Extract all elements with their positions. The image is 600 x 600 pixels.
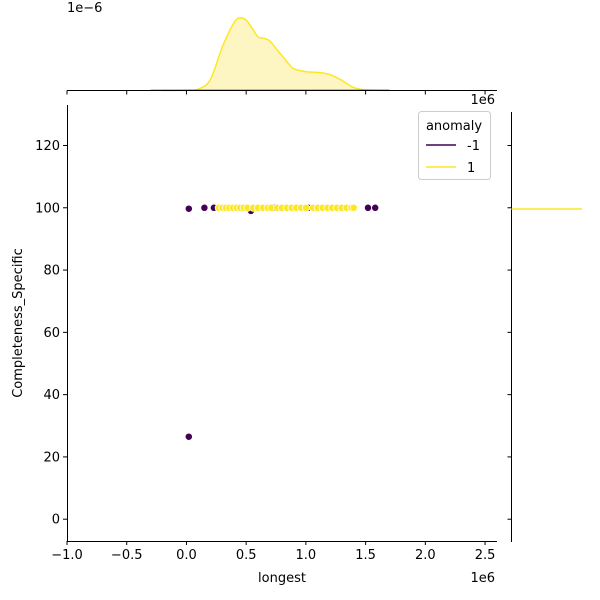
x-tick-label: −1.0 — [51, 548, 83, 563]
y-tick-label: 120 — [35, 139, 60, 154]
legend-title: anomaly — [426, 119, 482, 134]
x-tick-label: 0.0 — [176, 548, 197, 563]
y-ticks: 0 20 40 60 80 100 120 — [35, 139, 67, 528]
y-tick-label: 80 — [43, 264, 60, 279]
x-tick-label: 1.5 — [355, 548, 376, 563]
kde-fill — [162, 17, 390, 91]
top-marginal: 1e−6 — [66, 1, 497, 95]
right-marginal-ticks — [507, 144, 512, 520]
y-tick-label: 100 — [35, 201, 60, 216]
scatter-point-anomaly-1 — [349, 203, 358, 212]
x-tick-label: 2.0 — [415, 548, 436, 563]
x-axis-label: longest — [258, 571, 306, 586]
x-ticks: −1.0 −0.5 0.0 0.5 1.0 1.5 2.0 2.5 — [51, 541, 495, 563]
x-tick-label: 2.5 — [475, 548, 496, 563]
legend: anomaly -1 1 — [418, 111, 491, 180]
y-tick-label: 0 — [52, 513, 60, 528]
scatter-point-anomaly-neg1 — [184, 204, 193, 213]
y-tick-label: 60 — [43, 326, 60, 341]
y-axis-label: Completeness_Specific — [11, 248, 26, 398]
scatter-point-anomaly-1 — [301, 203, 310, 212]
scatter-point-anomaly-neg1 — [364, 203, 372, 212]
x-offset-label: 1e6 — [470, 571, 495, 586]
scatter-points — [184, 203, 380, 441]
right-marginal-offset-label: 1e6 — [470, 93, 495, 108]
scatter-point-anomaly-neg1 — [200, 203, 209, 212]
x-tick-label: 1.0 — [296, 548, 317, 563]
right-marginal: 1e6 — [470, 93, 582, 542]
top-marginal-ticks — [66, 90, 486, 95]
y-tick-label: 20 — [43, 450, 60, 465]
kde-line — [162, 17, 390, 92]
y-tick-label: 40 — [43, 388, 60, 403]
legend-label-1: 1 — [467, 161, 475, 176]
scatter-point-anomaly-neg1 — [371, 203, 380, 212]
main-axes: −1.0 −0.5 0.0 0.5 1.0 1.5 2.0 2.5 0 20 40 60 80 100 1… — [11, 105, 497, 586]
scatter-point-anomaly-neg1 — [184, 432, 193, 441]
legend-label-neg1: -1 — [467, 139, 480, 154]
x-tick-label: −0.5 — [111, 548, 143, 563]
top-marginal-offset-label: 1e−6 — [67, 1, 102, 16]
x-tick-label: 0.5 — [236, 548, 257, 563]
